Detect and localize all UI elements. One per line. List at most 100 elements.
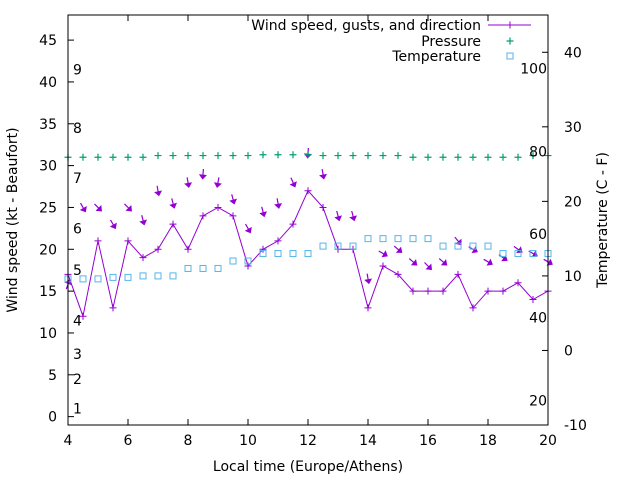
legend-swatch-marker — [506, 52, 514, 60]
x-tick-label: 6 — [124, 433, 133, 449]
wind-speed-point — [484, 287, 492, 295]
wind-speed-point — [124, 237, 132, 245]
gust-arrow-head — [109, 222, 117, 230]
beaufort-label: 5 — [73, 263, 82, 279]
wind-speed-point — [364, 304, 372, 312]
y2-tick-label: 10 — [564, 269, 582, 285]
gust-arrow — [424, 262, 432, 271]
temperature-point — [409, 235, 417, 243]
fahrenheit-label: 100 — [520, 62, 547, 78]
temperature-point — [244, 257, 252, 265]
legend-label: Pressure — [421, 34, 481, 50]
beaufort-label: 6 — [73, 221, 82, 237]
temperature-point — [229, 257, 237, 265]
wind-speed-line — [67, 189, 549, 319]
gust-arrow-head — [95, 205, 102, 212]
gust-arrow — [229, 194, 237, 205]
gust-arrow-head — [546, 258, 553, 266]
beaufort-label: 3 — [73, 347, 82, 363]
pressure-point — [139, 153, 147, 161]
temperature-point — [424, 235, 432, 243]
gust-arrow-head — [169, 202, 177, 209]
temperature-point — [499, 250, 507, 258]
pressure-point — [274, 151, 282, 159]
wind-speed-point — [79, 312, 87, 320]
beaufort-label: 7 — [73, 171, 82, 187]
temperature-point — [334, 242, 342, 250]
wind-speed-point — [424, 287, 432, 295]
gust-arrow-head — [184, 182, 193, 188]
gust-arrow — [364, 273, 373, 285]
y2-tick-label: 30 — [564, 120, 582, 136]
pressure-point — [79, 153, 87, 161]
temperature-point — [214, 264, 222, 272]
pressure-point — [199, 152, 207, 160]
gust-arrow-head — [440, 259, 448, 266]
gust-arrow — [408, 258, 418, 266]
legend-swatch-marker — [506, 37, 514, 45]
temperature-point — [304, 250, 312, 258]
temperature-point — [124, 273, 132, 281]
pressure-point — [454, 153, 462, 161]
wind-speed-point — [529, 295, 537, 303]
y-tick-label: 10 — [39, 326, 57, 342]
temperature-point — [184, 264, 192, 272]
x-tick-label: 18 — [479, 433, 497, 449]
temperature-point — [454, 242, 462, 250]
x-tick-label: 4 — [64, 433, 73, 449]
gust-arrow-head — [259, 211, 267, 218]
temperature-point — [79, 275, 87, 283]
temperature-point — [439, 242, 447, 250]
gust-arrow — [94, 203, 102, 212]
temperature-point — [364, 235, 372, 243]
temperature-point — [199, 264, 207, 272]
x-axis-label: Local time (Europe/Athens) — [213, 459, 403, 475]
wind-speed-point — [94, 237, 102, 245]
gust-arrow-head — [213, 182, 222, 188]
gust-arrow-head — [319, 173, 328, 180]
gust-arrow-head — [244, 226, 252, 234]
temperature-point — [289, 250, 297, 258]
y-tick-label: 5 — [48, 368, 57, 384]
x-tick-label: 20 — [539, 433, 557, 449]
gust-arrow-head — [364, 278, 373, 285]
gust-arrow — [289, 177, 297, 188]
pressure-point — [169, 152, 177, 160]
gust-arrow — [319, 168, 328, 180]
wind-speed-point — [319, 203, 327, 211]
wind-speed-point — [439, 287, 447, 295]
x-tick-label: 16 — [419, 433, 437, 449]
gust-arrow — [378, 250, 388, 258]
beaufort-label: 9 — [73, 62, 82, 78]
gust-arrow — [198, 168, 207, 180]
y2-axis-label: Temperature (C - F) — [595, 152, 611, 289]
temperature-point — [109, 273, 117, 281]
wind-speed-point — [154, 245, 162, 253]
pressure-point — [184, 152, 192, 160]
temperature-point — [379, 235, 387, 243]
pressure-point — [379, 152, 387, 160]
wind-speed-point — [214, 203, 222, 211]
gust-arrow-head — [349, 215, 357, 222]
pressure-point — [484, 153, 492, 161]
temperature-point — [514, 250, 522, 258]
pressure-point — [334, 152, 342, 160]
y-axis-label: Wind speed (kt - Beaufort) — [5, 127, 21, 312]
legend-label: Wind speed, gusts, and direction — [251, 18, 481, 34]
y-tick-label: 35 — [39, 117, 57, 133]
wind-speed-point — [454, 270, 462, 278]
temperature-point — [529, 250, 537, 258]
gust-arrow — [393, 245, 403, 253]
pressure-point — [364, 152, 372, 160]
gust-arrow-head — [289, 181, 297, 188]
wind-speed-point — [379, 262, 387, 270]
gust-arrow-head — [274, 203, 283, 209]
beaufort-label: 2 — [73, 372, 82, 388]
pressure-point — [469, 153, 477, 161]
wind-speed-point — [229, 212, 237, 220]
gust-arrow-head — [79, 205, 87, 213]
pressure-point — [499, 153, 507, 161]
temperature-point — [274, 250, 282, 258]
y-tick-label: 45 — [39, 33, 57, 49]
pressure-point — [514, 153, 522, 161]
